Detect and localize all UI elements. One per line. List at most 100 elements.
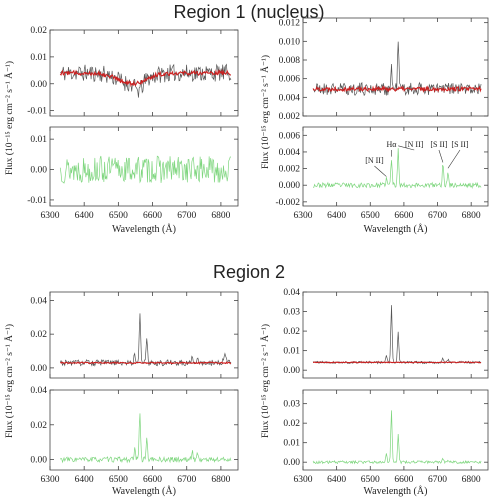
panel-r1-right-spectrum_with_fit: 0.002 0.004 0.006 0.008 0.010 0.012 bbox=[279, 17, 489, 122]
y-tick-label: 0.000 bbox=[279, 181, 301, 191]
x-tick-label: 6600 bbox=[394, 475, 413, 485]
y-tick-label: 0.02 bbox=[283, 419, 300, 429]
series-residual-line bbox=[312, 410, 482, 465]
y-tick-label: 0.00 bbox=[30, 456, 47, 466]
x-axis-label: Wavelength (Å) bbox=[112, 485, 176, 497]
chart-r2-left: 0.00 0.02 0.04 0.00 0.02 0.04 6300 6400 6500 6600… bbox=[3, 291, 239, 497]
series-observed-line bbox=[313, 41, 482, 97]
y-tick-label: 0.012 bbox=[279, 19, 301, 29]
annotation-label: [N II] bbox=[405, 140, 424, 149]
y-tick-label: 0.006 bbox=[279, 131, 301, 141]
x-tick-label: 6400 bbox=[327, 475, 346, 485]
x-tick-label: 6300 bbox=[41, 475, 60, 485]
y-tick-label: 0.02 bbox=[30, 421, 47, 431]
series-observed-line bbox=[59, 313, 232, 367]
x-tick-label: 6400 bbox=[327, 211, 346, 221]
y-tick-label: 0.01 bbox=[283, 347, 300, 357]
x-tick-label: 6700 bbox=[177, 211, 196, 221]
x-tick-label: 6800 bbox=[211, 211, 230, 221]
panel-r2-right-residual: 0.00 0.01 0.02 0.03 6300 6400 6500 6600 6700 6800 bbox=[283, 389, 489, 485]
panel-r1-right-residual: -0.002 0.000 0.002 0.004 0.006 6300 6400 6500 66… bbox=[275, 126, 489, 221]
y-tick-label: 0.004 bbox=[279, 93, 301, 103]
region-1-title: Region 1 (nucleus) bbox=[173, 2, 325, 22]
x-axis-label: Wavelength (Å) bbox=[364, 223, 428, 235]
panel-r1-left-spectrum_with_fit: -0.01 0.00 0.01 0.02 bbox=[27, 26, 239, 117]
x-tick-label: 6800 bbox=[462, 475, 481, 485]
annotation-label: [N II] bbox=[365, 156, 384, 165]
x-tick-label: 6500 bbox=[361, 475, 380, 485]
y-tick-label: 0.006 bbox=[279, 75, 301, 85]
y-tick-label: 0.01 bbox=[30, 135, 47, 145]
x-tick-label: 6700 bbox=[428, 475, 447, 485]
annotation-arrow bbox=[438, 149, 444, 163]
y-tick-label: 0.04 bbox=[283, 288, 300, 298]
y-tick-label: 0.04 bbox=[30, 296, 47, 306]
y-tick-label: 0.02 bbox=[283, 327, 300, 337]
y-tick-label: -0.002 bbox=[275, 198, 300, 208]
y-tick-label: 0.004 bbox=[279, 148, 301, 158]
x-tick-label: 6600 bbox=[143, 211, 162, 221]
annotation-label: Hα bbox=[386, 140, 397, 149]
panel-frame bbox=[302, 126, 489, 207]
y-tick-label: 0.008 bbox=[279, 56, 301, 66]
y-tick-label: 0.00 bbox=[283, 458, 300, 468]
x-tick-label: 6400 bbox=[75, 211, 94, 221]
chart-r1-left: -0.01 0.00 0.01 0.02 -0.01 0.00 0.01 6300 6400 65… bbox=[3, 26, 239, 235]
series-residual-line bbox=[59, 413, 232, 464]
y-tick-label: 0.02 bbox=[30, 330, 47, 340]
y-tick-label: 0.00 bbox=[283, 366, 300, 376]
y-tick-label: -0.01 bbox=[27, 107, 47, 117]
panel-r2-left-residual: 0.00 0.02 0.04 6300 6400 6500 6600 6700 6800 bbox=[30, 386, 239, 485]
y-tick-label: 0.00 bbox=[30, 80, 47, 90]
panel-frame bbox=[302, 291, 489, 379]
annotation-label: [S II] bbox=[451, 140, 468, 149]
series-model-line bbox=[312, 84, 482, 93]
annotation-label: [S II] bbox=[430, 140, 447, 149]
series-model-line bbox=[59, 361, 232, 365]
y-tick-label: 0.01 bbox=[283, 439, 300, 449]
x-tick-label: 6300 bbox=[41, 211, 60, 221]
x-tick-label: 6500 bbox=[109, 211, 128, 221]
panel-frame bbox=[49, 29, 239, 117]
series-residual-line bbox=[59, 155, 231, 184]
series-observed-line bbox=[312, 305, 482, 365]
series-observed-line bbox=[60, 63, 232, 98]
panel-frame bbox=[302, 389, 489, 471]
x-axis-label: Wavelength (Å) bbox=[112, 223, 176, 235]
y-axis-label: Flux (10⁻¹⁵ erg cm⁻² s⁻¹ Å⁻¹) bbox=[259, 324, 271, 438]
y-tick-label: 0.03 bbox=[283, 400, 300, 410]
y-tick-label: -0.01 bbox=[27, 196, 47, 206]
panel-frame bbox=[49, 291, 239, 379]
x-tick-label: 6400 bbox=[75, 475, 94, 485]
panel-r2-left-spectrum_with_fit: 0.00 0.02 0.04 bbox=[30, 291, 239, 379]
x-tick-label: 6700 bbox=[177, 475, 196, 485]
chart-r1-right: 0.002 0.004 0.006 0.008 0.010 0.012 -0.002 0.00… bbox=[259, 17, 489, 235]
x-tick-label: 6500 bbox=[361, 211, 380, 221]
y-tick-label: 0.00 bbox=[30, 166, 47, 176]
y-tick-label: 0.010 bbox=[279, 37, 301, 47]
region-2-title: Region 2 bbox=[212, 262, 286, 282]
chart-r2-right: 0.00 0.01 0.02 0.03 0.04 0.00 0.01 0.02 0.03 6300… bbox=[259, 288, 489, 497]
panel-r1-left-residual: -0.01 0.00 0.01 6300 6400 6500 6600 6700 6800 bbox=[27, 126, 239, 221]
y-tick-label: 0.01 bbox=[30, 53, 47, 63]
x-tick-label: 6300 bbox=[294, 475, 313, 485]
y-tick-label: 0.02 bbox=[30, 26, 47, 36]
annotation-arrow bbox=[374, 165, 387, 177]
series-model-line bbox=[59, 68, 232, 88]
y-axis-label: Flux (10⁻¹⁵ erg cm⁻² s⁻¹ Å⁻¹) bbox=[259, 55, 271, 169]
x-tick-label: 6600 bbox=[394, 211, 413, 221]
y-axis-label: Flux (10⁻¹⁵ erg cm⁻² s⁻¹ Å⁻¹) bbox=[3, 61, 15, 175]
x-tick-label: 6300 bbox=[294, 211, 313, 221]
x-axis-label: Wavelength (Å) bbox=[364, 485, 428, 497]
annotation-arrow bbox=[398, 145, 415, 151]
y-tick-label: 0.002 bbox=[279, 112, 301, 122]
y-axis-label: Flux (10⁻¹⁵ erg cm⁻² s⁻¹ Å⁻¹) bbox=[3, 324, 15, 438]
y-tick-label: 0.04 bbox=[30, 386, 47, 396]
y-tick-label: 0.03 bbox=[283, 308, 300, 318]
series-model-line bbox=[313, 361, 482, 364]
panel-frame bbox=[302, 17, 489, 117]
annotation-arrow bbox=[447, 149, 461, 169]
y-tick-label: 0.00 bbox=[30, 364, 47, 374]
x-tick-label: 6700 bbox=[428, 211, 447, 221]
